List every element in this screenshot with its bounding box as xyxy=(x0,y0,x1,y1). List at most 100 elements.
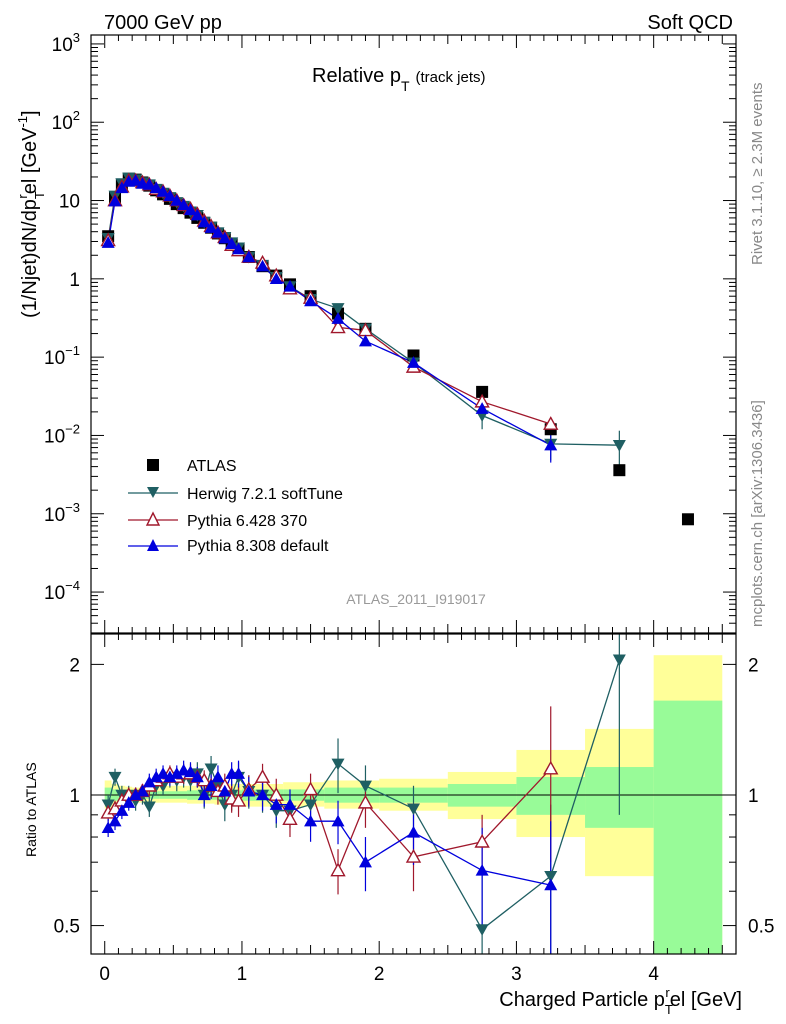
x-tick-label: 4 xyxy=(648,964,659,985)
ratio-point-herwig-7-2-1-softtune xyxy=(358,780,372,793)
data-point-pythia-8-308-default xyxy=(544,438,558,451)
ratio-data-layer xyxy=(100,634,626,954)
ratio-point-pythia-8-308-default xyxy=(197,788,211,801)
ratio-point-pythia-8-308-default xyxy=(407,825,420,838)
ratio-point-pythia-8-308-default xyxy=(149,770,163,783)
data-point-pythia-8-308-default xyxy=(225,237,239,250)
legend-marker-pythia6 xyxy=(145,511,161,526)
ratio-point-pythia-8-308-default xyxy=(269,798,283,810)
x-tick-label: 3 xyxy=(511,964,522,985)
ratio-point-herwig-7-2-1-softtune xyxy=(612,654,626,667)
data-point-pythia-8-308-default xyxy=(211,226,225,238)
data-point-pythia-8-308-default xyxy=(358,334,372,347)
ratio-point-pythia-6-428-370 xyxy=(405,848,422,863)
ratio-point-pythia-8-308-default xyxy=(101,821,115,834)
main-y-tick-label: 103 xyxy=(52,30,80,56)
ratio-point-pythia-8-308-default xyxy=(129,788,143,801)
header-right: Soft QCD xyxy=(647,12,733,34)
ratio-y-tick-label-right: 2 xyxy=(748,655,759,676)
ratio-point-pythia-6-428-370 xyxy=(302,781,319,796)
rivet-version-label: Rivet 3.1.10, ≥ 2.3M events xyxy=(749,83,766,266)
ratio-point-pythia-8-308-default xyxy=(218,784,232,797)
data-point-pythia-8-308-default xyxy=(232,242,246,255)
header-left: 7000 GeV pp xyxy=(104,12,222,34)
ratio-point-herwig-7-2-1-softtune xyxy=(108,771,122,784)
legend-marker-pythia8 xyxy=(147,539,159,551)
ratio-point-pythia-6-428-370 xyxy=(254,769,271,783)
ratio-point-pythia-8-308-default xyxy=(242,784,256,797)
ratio-y-tick-label-right: 0.5 xyxy=(748,917,774,938)
legend: ATLAS Herwig 7.2.1 softTune Pythia 6.428… xyxy=(128,458,343,555)
data-point-pythia-8-308-default xyxy=(283,279,297,292)
ratio-point-pythia-8-308-default xyxy=(304,814,318,827)
data-point-pythia-8-308-default xyxy=(177,198,191,211)
data-point-pythia-8-308-default xyxy=(156,185,170,197)
ratio-point-pythia-8-308-default xyxy=(283,798,297,810)
main-y-axis-label: (1/Njet)dN/dpTrel [GeV-1] xyxy=(15,110,47,318)
uncertainty-band-inner xyxy=(653,700,723,954)
data-point-pythia-8-308-default xyxy=(331,312,345,324)
ratio-point-pythia-8-308-default xyxy=(115,804,129,816)
data-point-pythia-8-308-default xyxy=(242,250,256,263)
data-point-pythia-8-308-default xyxy=(170,194,184,206)
legend-label-atlas: ATLAS xyxy=(187,458,237,475)
ratio-uncertainty-bands xyxy=(104,655,723,954)
ratio-point-herwig-7-2-1-softtune xyxy=(204,763,218,776)
ratio-point-pythia-6-428-370 xyxy=(357,794,374,809)
legend-marker-herwig xyxy=(147,487,159,498)
data-point-pythia-8-308-default xyxy=(204,221,218,233)
data-point-atlas xyxy=(681,513,694,526)
ratio-point-pythia-8-308-default xyxy=(190,770,204,783)
data-point-pythia-8-308-default xyxy=(142,178,156,190)
data-point-pythia-8-308-default xyxy=(304,294,318,307)
ratio-point-pythia-8-308-default xyxy=(122,796,136,808)
ratio-point-pythia-8-308-default xyxy=(170,767,184,779)
ratio-point-pythia-8-308-default xyxy=(256,788,270,801)
data-point-pythia-8-308-default xyxy=(115,181,129,194)
ratio-point-herwig-7-2-1-softtune xyxy=(304,799,318,812)
ratio-y-tick-label: 2 xyxy=(69,655,80,676)
data-point-atlas xyxy=(476,385,489,398)
ratio-point-herwig-7-2-1-softtune xyxy=(407,803,420,816)
data-point-pythia-6-428-370 xyxy=(330,319,346,334)
data-point-herwig-7-2-1-softtune xyxy=(612,440,626,452)
data-point-pythia-8-308-default xyxy=(183,203,197,216)
ratio-point-pythia-6-428-370 xyxy=(543,760,559,775)
main-y-tick-label: 10−4 xyxy=(44,578,80,604)
mcplots-label: mcplots.cern.ch [arXiv:1306.3436] xyxy=(749,400,766,627)
legend-label-pythia8: Pythia 8.308 default xyxy=(187,538,329,555)
data-point-pythia-8-308-default xyxy=(108,194,122,207)
ratio-point-pythia-6-428-370 xyxy=(330,862,346,877)
data-point-pythia-6-428-370 xyxy=(543,416,559,430)
ratio-axis-ticks xyxy=(91,634,736,954)
data-point-pythia-8-308-default xyxy=(101,236,115,248)
ratio-point-pythia-8-308-default xyxy=(475,863,489,876)
analysis-id: ATLAS_2011_I919017 xyxy=(346,591,486,607)
ratio-point-pythia-8-308-default xyxy=(156,767,170,779)
ratio-point-pythia-8-308-default xyxy=(204,779,218,791)
ratio-point-pythia-6-428-370 xyxy=(230,792,247,807)
data-point-pythia-8-308-default xyxy=(475,402,489,414)
chart-title: Relative pT (track jets) xyxy=(312,65,486,94)
main-y-tick-label: 10−2 xyxy=(44,421,80,447)
x-tick-label: 1 xyxy=(237,964,248,985)
ratio-point-pythia-8-308-default xyxy=(544,878,558,891)
x-tick-label: 2 xyxy=(374,964,385,985)
data-point-pythia-8-308-default xyxy=(256,259,270,272)
main-y-tick-label: 10−3 xyxy=(44,500,80,526)
data-point-pythia-8-308-default xyxy=(163,189,177,201)
data-point-pythia-8-308-default xyxy=(190,208,204,221)
data-point-pythia-8-308-default xyxy=(197,215,211,228)
data-point-pythia-8-308-default xyxy=(149,181,163,194)
main-y-tick-label: 10 xyxy=(59,192,80,213)
data-point-herwig-7-2-1-softtune xyxy=(331,303,345,315)
data-point-pythia-8-308-default xyxy=(407,356,420,368)
main-axis-ticks xyxy=(91,35,736,634)
ratio-frame xyxy=(90,633,737,955)
x-axis-label: Charged Particle pTrel [GeV] xyxy=(499,985,742,1017)
ratio-y-tick-label-right: 1 xyxy=(748,786,759,807)
ratio-point-pythia-8-308-default xyxy=(163,770,177,783)
